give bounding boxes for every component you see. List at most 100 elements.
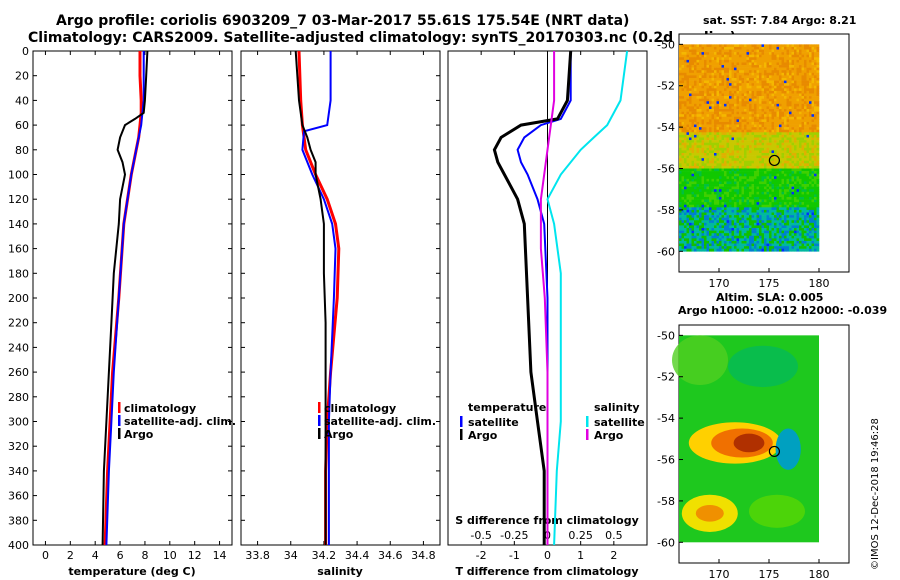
sst-cell: [709, 145, 712, 149]
sst-cell: [721, 142, 725, 146]
sst-cell: [816, 137, 820, 141]
sst-cell: [749, 181, 752, 185]
sst-cell: [811, 240, 815, 244]
sst-cell: [781, 132, 785, 136]
sst-cell: [781, 52, 785, 55]
sst-cell: [771, 98, 775, 102]
sst-cell: [734, 158, 737, 162]
sst-cell: [696, 145, 700, 149]
sst-cell: [699, 171, 702, 174]
sst-cell: [691, 137, 695, 141]
sst-cell: [784, 196, 787, 200]
sst-cell: [711, 54, 715, 58]
sst-cell: [801, 57, 805, 61]
sst-cell: [731, 98, 735, 102]
sst-cell: [801, 173, 805, 177]
sst-cell: [769, 238, 772, 242]
sst-cell: [699, 129, 702, 133]
sst-cell: [791, 145, 795, 149]
sst-cell: [759, 134, 762, 138]
sst-cell: [756, 181, 760, 185]
sst-cell: [681, 155, 685, 159]
sst-cell: [804, 243, 807, 247]
sst-cell: [801, 75, 805, 79]
sst-cell: [704, 132, 707, 136]
sst-cell: [724, 150, 727, 154]
sst-cell: [684, 142, 687, 146]
sst-cell: [816, 248, 820, 252]
sst-cell: [696, 238, 700, 242]
sst-cell: [736, 225, 740, 229]
sst-cell: [709, 101, 712, 105]
sst-cell: [684, 222, 687, 226]
sst-cell: [706, 212, 710, 216]
depth-tick-label: 140: [8, 218, 29, 231]
sst-cell: [719, 129, 722, 133]
sst-cell: [756, 142, 760, 146]
sst-cell: [746, 111, 750, 115]
sst-cell: [721, 106, 725, 110]
sst-cell: [721, 246, 725, 250]
sst-cell: [746, 132, 750, 136]
sst-cell: [749, 75, 752, 79]
sst-cell: [794, 75, 797, 79]
sst-cell: [794, 186, 797, 190]
sst-cell: [724, 215, 727, 218]
sst-cell: [781, 150, 785, 154]
sst-cell: [691, 228, 695, 231]
sst-cell: [809, 106, 812, 110]
sst-cell: [786, 142, 790, 146]
sst-cell: [799, 75, 802, 79]
sst-cell: [736, 142, 740, 146]
sst-cell: [786, 230, 790, 234]
sst-cell: [801, 150, 805, 154]
sst-cell: [794, 62, 797, 66]
sst-cell: [771, 129, 775, 133]
sst-cell: [756, 240, 760, 244]
sst-cell: [774, 246, 777, 250]
sst-cell: [759, 199, 762, 203]
sla-map-ytick-label: -58: [657, 495, 675, 508]
sst-cell: [786, 72, 790, 76]
sst-cell: [719, 145, 722, 149]
sst-cell: [716, 67, 720, 71]
sst-cell: [759, 212, 762, 216]
sst-cell: [761, 168, 765, 172]
sst-cell: [759, 233, 762, 237]
sst-cell: [686, 235, 690, 239]
sst-cell: [726, 90, 730, 94]
sst-cell: [709, 134, 712, 138]
sst-cell: [784, 132, 787, 136]
sst-cell: [739, 225, 742, 229]
sst-cell: [794, 160, 797, 164]
sst-cell: [761, 181, 765, 185]
sst-cell: [689, 145, 692, 149]
sst-cell: [694, 230, 697, 234]
sst-cell: [809, 209, 812, 213]
sst-cell: [686, 57, 690, 61]
sst-cell: [711, 243, 715, 247]
sst-cell: [796, 49, 800, 53]
sst-cell: [749, 67, 752, 71]
sst-cell: [796, 248, 800, 252]
sst-cell: [714, 46, 717, 50]
sst-cell: [771, 238, 775, 242]
sst-cell: [721, 186, 725, 190]
sst-cell: [736, 111, 740, 115]
sst-cell: [754, 93, 757, 97]
sst-cell: [699, 233, 702, 237]
sst-cell: [801, 160, 805, 164]
sst-cell: [784, 106, 787, 110]
sst-cell: [709, 140, 712, 143]
sst-cell: [756, 147, 760, 151]
sst-cell: [751, 158, 755, 162]
sst-cell: [684, 83, 687, 87]
sst-cell: [699, 158, 702, 162]
sst-cell: [799, 235, 802, 239]
sst-cell: [699, 222, 702, 226]
sst-cell: [766, 98, 770, 102]
sst-cell: [736, 240, 740, 244]
sst-cell: [749, 191, 752, 195]
sst-cell: [691, 240, 695, 244]
sst-cell: [716, 85, 720, 89]
